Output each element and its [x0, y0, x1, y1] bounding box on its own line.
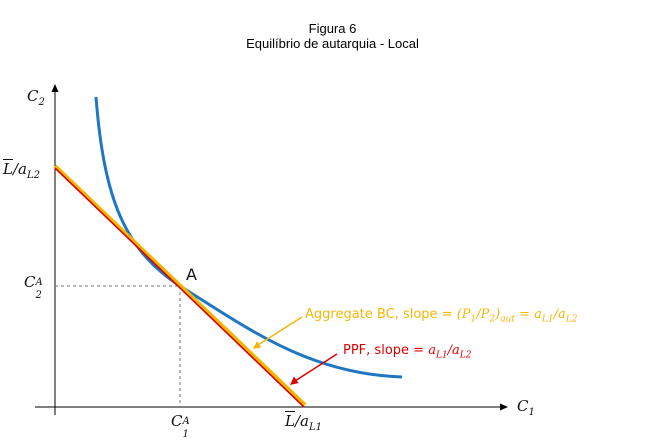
bc-pointer: [257, 316, 303, 346]
ppf-annotation: PPF, slope = aL1/aL2: [343, 343, 472, 361]
y-axis-label: C2: [27, 87, 45, 108]
x-axis-arrow: [500, 403, 508, 411]
ppf-pointer: [294, 353, 338, 382]
y-axis-arrow: [51, 84, 59, 92]
ppf-line: [54, 167, 305, 408]
indifference-curve: [94, 96, 403, 379]
ppf-pointer-head: [290, 376, 299, 385]
x-intercept-label: L/aL1: [285, 412, 322, 433]
equilibrium-point-label: A: [186, 265, 197, 284]
figure-title: Figura 6: [308, 21, 357, 36]
y-intercept-label: L/aL2: [3, 160, 40, 181]
x-axis-label: C1: [517, 397, 535, 418]
budget-constraint-line: [53, 164, 307, 407]
figure-subtitle: Equilíbrio de autarquia - Local: [246, 36, 419, 51]
bc-pointer-head: [253, 341, 261, 349]
budget-constraint-annotation: Aggregate BC, slope = (P1/P2)aut = aL1/a…: [305, 307, 578, 325]
